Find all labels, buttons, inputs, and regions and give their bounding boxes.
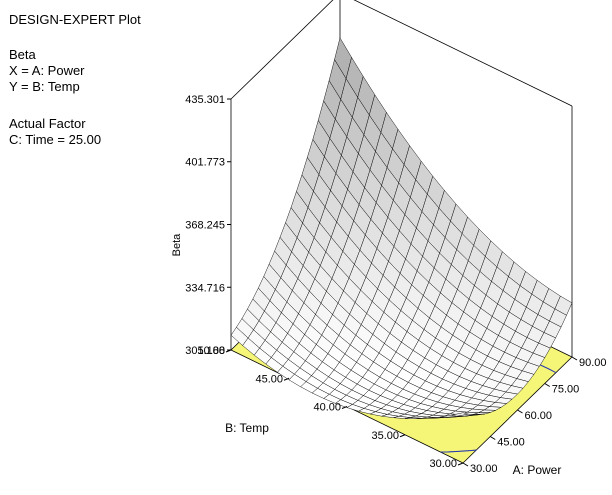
y-tick	[399, 434, 406, 438]
frame-edge	[353, 0, 573, 107]
y-tick	[457, 462, 464, 466]
y-tick	[341, 406, 348, 409]
z-tick-label: 301.188	[185, 345, 225, 357]
x-tick	[517, 409, 523, 414]
surface-cell	[451, 412, 469, 417]
actual-factor-value: C: Time = 25.00	[9, 132, 102, 147]
x-tick-label: 45.00	[497, 437, 525, 449]
y-tick-label: 30.00	[429, 458, 457, 470]
y-tick-label: 50.00	[197, 345, 225, 357]
plot-title: DESIGN-EXPERT Plot	[9, 12, 141, 27]
x-axis-title: A: Power	[513, 463, 562, 477]
y-tick-label: 40.00	[313, 402, 341, 414]
x-factor-definition: X = A: Power	[9, 63, 85, 78]
y-tick-label: 45.00	[255, 373, 283, 385]
x-tick	[489, 436, 496, 440]
x-tick	[462, 462, 469, 467]
y-axis-title: B: Temp	[225, 421, 269, 435]
x-tick	[544, 383, 551, 387]
y-factor-definition: Y = B: Temp	[9, 79, 80, 94]
x-tick	[571, 356, 578, 361]
response-name: Beta	[9, 47, 36, 62]
actual-factor-heading: Actual Factor	[9, 116, 86, 131]
z-tick-label: 435.301	[185, 94, 225, 106]
y-tick-label: 35.00	[371, 430, 399, 442]
x-tick-label: 60.00	[525, 410, 553, 422]
y-tick	[283, 377, 290, 381]
z-tick-label: 401.773	[185, 157, 225, 169]
frame-edge	[230, 0, 334, 100]
x-tick-label: 90.00	[579, 357, 607, 369]
z-tick-label: 368.245	[185, 219, 225, 231]
x-tick-label: 30.00	[470, 463, 498, 475]
y-tick	[225, 349, 232, 353]
z-axis-title: Beta	[171, 233, 183, 257]
z-tick-label: 334.716	[185, 282, 225, 294]
x-tick-label: 75.00	[552, 384, 580, 396]
